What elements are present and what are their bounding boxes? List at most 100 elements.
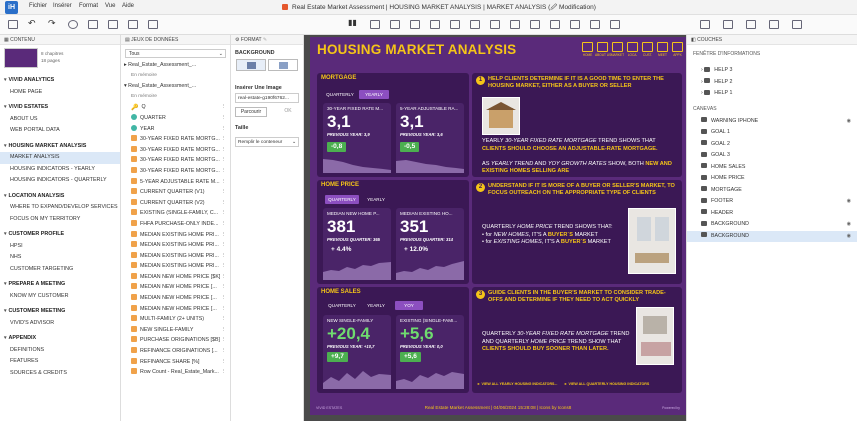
more-options-icon[interactable]: ⋮ [220,295,226,302]
page-definitions[interactable]: DEFINITIONS [10,346,45,353]
field-item[interactable]: FHFA PURCHASE-ONLY INDE... ⋮ [121,219,230,230]
field-item[interactable]: MEDIAN EXISTING HOME PRI... ⋮ [121,230,230,241]
layer-item[interactable]: GOAL 1 [687,127,857,139]
field-item[interactable]: MEDIAN NEW HOME PRICE [... ⋮ [121,304,230,315]
field-item[interactable]: MEDIAN NEW HOME PRICE [$K] ⋮ [121,272,230,283]
nav-meeting[interactable]: MEET [655,42,670,57]
section-customer-meeting[interactable]: CUSTOMER MEETING [0,306,120,318]
ok-button[interactable]: OK [284,108,292,114]
page-about-us[interactable]: ABOUT US [10,115,38,122]
more-options-icon[interactable]: ⋮ [220,284,226,291]
more-options-icon[interactable]: ⋮ [220,305,226,312]
menu-inserer[interactable]: Insérer [53,3,72,9]
save-icon[interactable] [8,20,18,29]
field-item[interactable]: CURRENT QUARTER (V2) ⋮ [121,198,230,209]
page-features[interactable]: FEATURES [10,358,39,364]
layer-item[interactable]: BACKGROUND ◉ [687,230,857,242]
layer-item[interactable]: FOOTER ◉ [687,196,857,208]
play-icon[interactable] [723,20,733,29]
share-icon[interactable] [746,20,756,29]
menu-aide[interactable]: Aide [122,3,135,9]
layer-item[interactable]: HOME PRICE [687,173,857,185]
more-options-icon[interactable]: ⋮ [220,263,226,270]
nav-market[interactable]: MARKET [610,42,625,57]
dataset-filter-select[interactable]: Tous ⌄ [125,49,226,58]
more-options-icon[interactable]: ⋮ [220,199,226,206]
nav-appendix[interactable]: APPX [670,42,685,57]
more-options-icon[interactable]: ⋮ [220,369,226,376]
grid-icon[interactable] [490,20,500,29]
more-options-icon[interactable]: ⋮ [220,337,226,344]
page-nhs[interactable]: NHS [10,254,22,260]
layer-item[interactable]: WARNING IPHONE ◉ [687,116,857,128]
more-options-icon[interactable]: ⋮ [220,358,226,365]
section-housing-market-analysis[interactable]: HOUSING MARKET ANALYSIS [0,141,120,153]
field-item[interactable]: MEDIAN EXISTING HOME PRI... ⋮ [121,261,230,272]
more-options-icon[interactable]: ⋮ [220,157,226,164]
price-quarterly-toggle[interactable]: QUARTERLY [325,195,359,204]
layer-item[interactable]: MORTGAGE [687,185,857,197]
field-item[interactable]: Row Count - Real_Estate_Mark... ⋮ [121,367,230,378]
more-options-icon[interactable]: ⋮ [220,242,226,249]
web-icon[interactable] [510,20,520,29]
field-item[interactable]: 30-YEAR FIXED RATE MORTG... ⋮ [121,155,230,166]
field-item[interactable]: QUARTER ⋮ [121,113,230,124]
layer-item[interactable]: HEADER [687,208,857,220]
visibility-icon[interactable]: ◉ [846,198,851,204]
field-item[interactable]: CURRENT QUARTER (V1) ⋮ [121,187,230,198]
more-options-icon[interactable]: ⋮ [220,104,226,111]
layer-item[interactable]: HOME SALES [687,162,857,174]
layer-item[interactable]: › HELP 1 [687,88,857,100]
more-options-icon[interactable]: ⋮ [220,273,226,280]
image-url-input[interactable]: real-estate-g190f6762... [235,93,299,103]
text-icon[interactable] [390,20,400,29]
map-icon[interactable] [530,20,540,29]
sales-yoy-toggle[interactable]: YOY [395,301,423,310]
settings-icon[interactable] [792,20,802,29]
nav-customer[interactable]: CUST. [640,42,655,57]
more-options-icon[interactable]: ⋮ [220,136,226,143]
redo-icon[interactable]: ↷ [48,18,56,28]
more-options-icon[interactable]: ⋮ [220,220,226,227]
panel-icon[interactable] [610,20,620,29]
page-web-portal-data[interactable]: WEB PORTAL DATA [10,127,60,133]
page-home[interactable]: HOME PAGE [10,88,43,95]
undo-icon[interactable]: ↶ [28,18,36,28]
sales-quarterly-toggle[interactable]: QUARTERLY [328,303,356,308]
field-item[interactable]: MEDIAN EXISTING HOME PRI... ⋮ [121,251,230,262]
duplicate-icon[interactable] [128,20,138,29]
page-vivids-advisor[interactable]: VIVID'S ADVISOR [10,319,55,326]
more-options-icon[interactable]: ⋮ [220,125,226,132]
field-item[interactable]: PURCHASE ORIGINATIONS [$B] ⋮ [121,335,230,346]
more-options-icon[interactable]: ⋮ [220,348,226,355]
field-item[interactable]: EXISTING (SINGLE-FAMILY, C... ⋮ [121,208,230,219]
section-prepare-meeting[interactable]: PREPARE A MEETING [0,279,120,291]
layer-item[interactable]: GOAL 2 [687,139,857,151]
table-icon[interactable] [370,20,380,29]
section-location-analysis[interactable]: LOCATION ANALYSIS [0,191,120,203]
more-options-icon[interactable]: ⋮ [220,326,226,333]
sales-yearly-toggle[interactable]: YEARLY [367,303,385,308]
mortgage-yearly-toggle[interactable]: YEARLY [359,90,389,99]
field-item[interactable]: 30-YEAR FIXED RATE MORTG... ⋮ [121,145,230,156]
container-icon[interactable] [570,20,580,29]
visibility-icon[interactable]: ◉ [846,221,851,227]
field-item[interactable]: NEW SINGLE-FAMILY ⋮ [121,325,230,336]
mortgage-quarterly-toggle[interactable]: QUARTERLY [326,92,354,97]
more-options-icon[interactable]: ⋮ [220,178,226,185]
image-icon[interactable] [410,20,420,29]
more-options-icon[interactable]: ⋮ [220,231,226,238]
more-options-icon[interactable]: ⋮ [220,252,226,259]
layer-item[interactable]: › HELP 3 [687,65,857,77]
view-yearly-indicators-link[interactable]: ► VIEW ALL YEARLY HOUSING INDICATORS... [477,382,558,386]
dataset-2[interactable]: ▾ Real_Estate_Assessment_... [124,83,197,90]
widget-icon[interactable] [550,20,560,29]
chart-icon[interactable]: ▮▮ [348,18,357,27]
refresh-icon[interactable] [68,20,78,29]
field-item[interactable]: 30-YEAR FIXED RATE MORTG... ⋮ [121,134,230,145]
field-item[interactable]: MULTI-FAMILY (2+ UNITS) ⋮ [121,314,230,325]
page-where-to-expand[interactable]: WHERE TO EXPAND/DEVELOP SERVICES [10,204,118,210]
field-item[interactable]: MEDIAN NEW HOME PRICE [... ⋮ [121,282,230,293]
export-icon[interactable] [769,20,779,29]
visibility-icon[interactable]: ◉ [846,232,851,239]
